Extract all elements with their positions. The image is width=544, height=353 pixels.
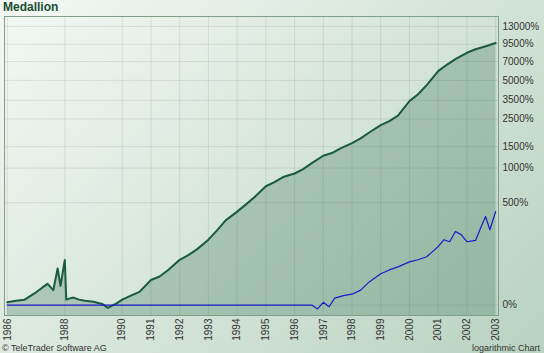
svg-text:1990: 1990 bbox=[116, 318, 127, 341]
svg-text:1986: 1986 bbox=[2, 318, 13, 341]
svg-text:1988: 1988 bbox=[59, 318, 70, 341]
svg-text:2500%: 2500% bbox=[503, 113, 534, 124]
svg-text:2002: 2002 bbox=[461, 318, 472, 341]
svg-text:1993: 1993 bbox=[203, 318, 214, 341]
svg-text:3500%: 3500% bbox=[503, 94, 534, 105]
svg-text:1994: 1994 bbox=[231, 318, 242, 341]
svg-text:2001: 2001 bbox=[432, 318, 443, 341]
svg-text:5000%: 5000% bbox=[503, 75, 534, 86]
svg-text:1992: 1992 bbox=[174, 318, 185, 341]
svg-text:1996: 1996 bbox=[289, 318, 300, 341]
svg-text:1991: 1991 bbox=[145, 318, 156, 341]
svg-text:0%: 0% bbox=[503, 299, 518, 310]
svg-text:1000%: 1000% bbox=[503, 162, 534, 173]
svg-text:9500%: 9500% bbox=[503, 38, 534, 49]
svg-text:1995: 1995 bbox=[260, 318, 271, 341]
svg-text:1997: 1997 bbox=[318, 318, 329, 341]
svg-text:7000%: 7000% bbox=[503, 56, 534, 67]
svg-text:13000%: 13000% bbox=[503, 21, 540, 32]
svg-text:1500%: 1500% bbox=[503, 141, 534, 152]
svg-text:1998: 1998 bbox=[346, 318, 357, 341]
html-text:Medallion: Medallion bbox=[3, 0, 59, 14]
svg-text:2000: 2000 bbox=[404, 318, 415, 341]
html-text:© TeleTrader Software AG: © TeleTrader Software AG bbox=[2, 343, 107, 353]
svg-text:1999: 1999 bbox=[375, 318, 386, 341]
html-text:logarithmic Chart: logarithmic Chart bbox=[472, 343, 540, 353]
svg-text:2003: 2003 bbox=[490, 318, 501, 341]
svg-text:500%: 500% bbox=[503, 197, 529, 208]
